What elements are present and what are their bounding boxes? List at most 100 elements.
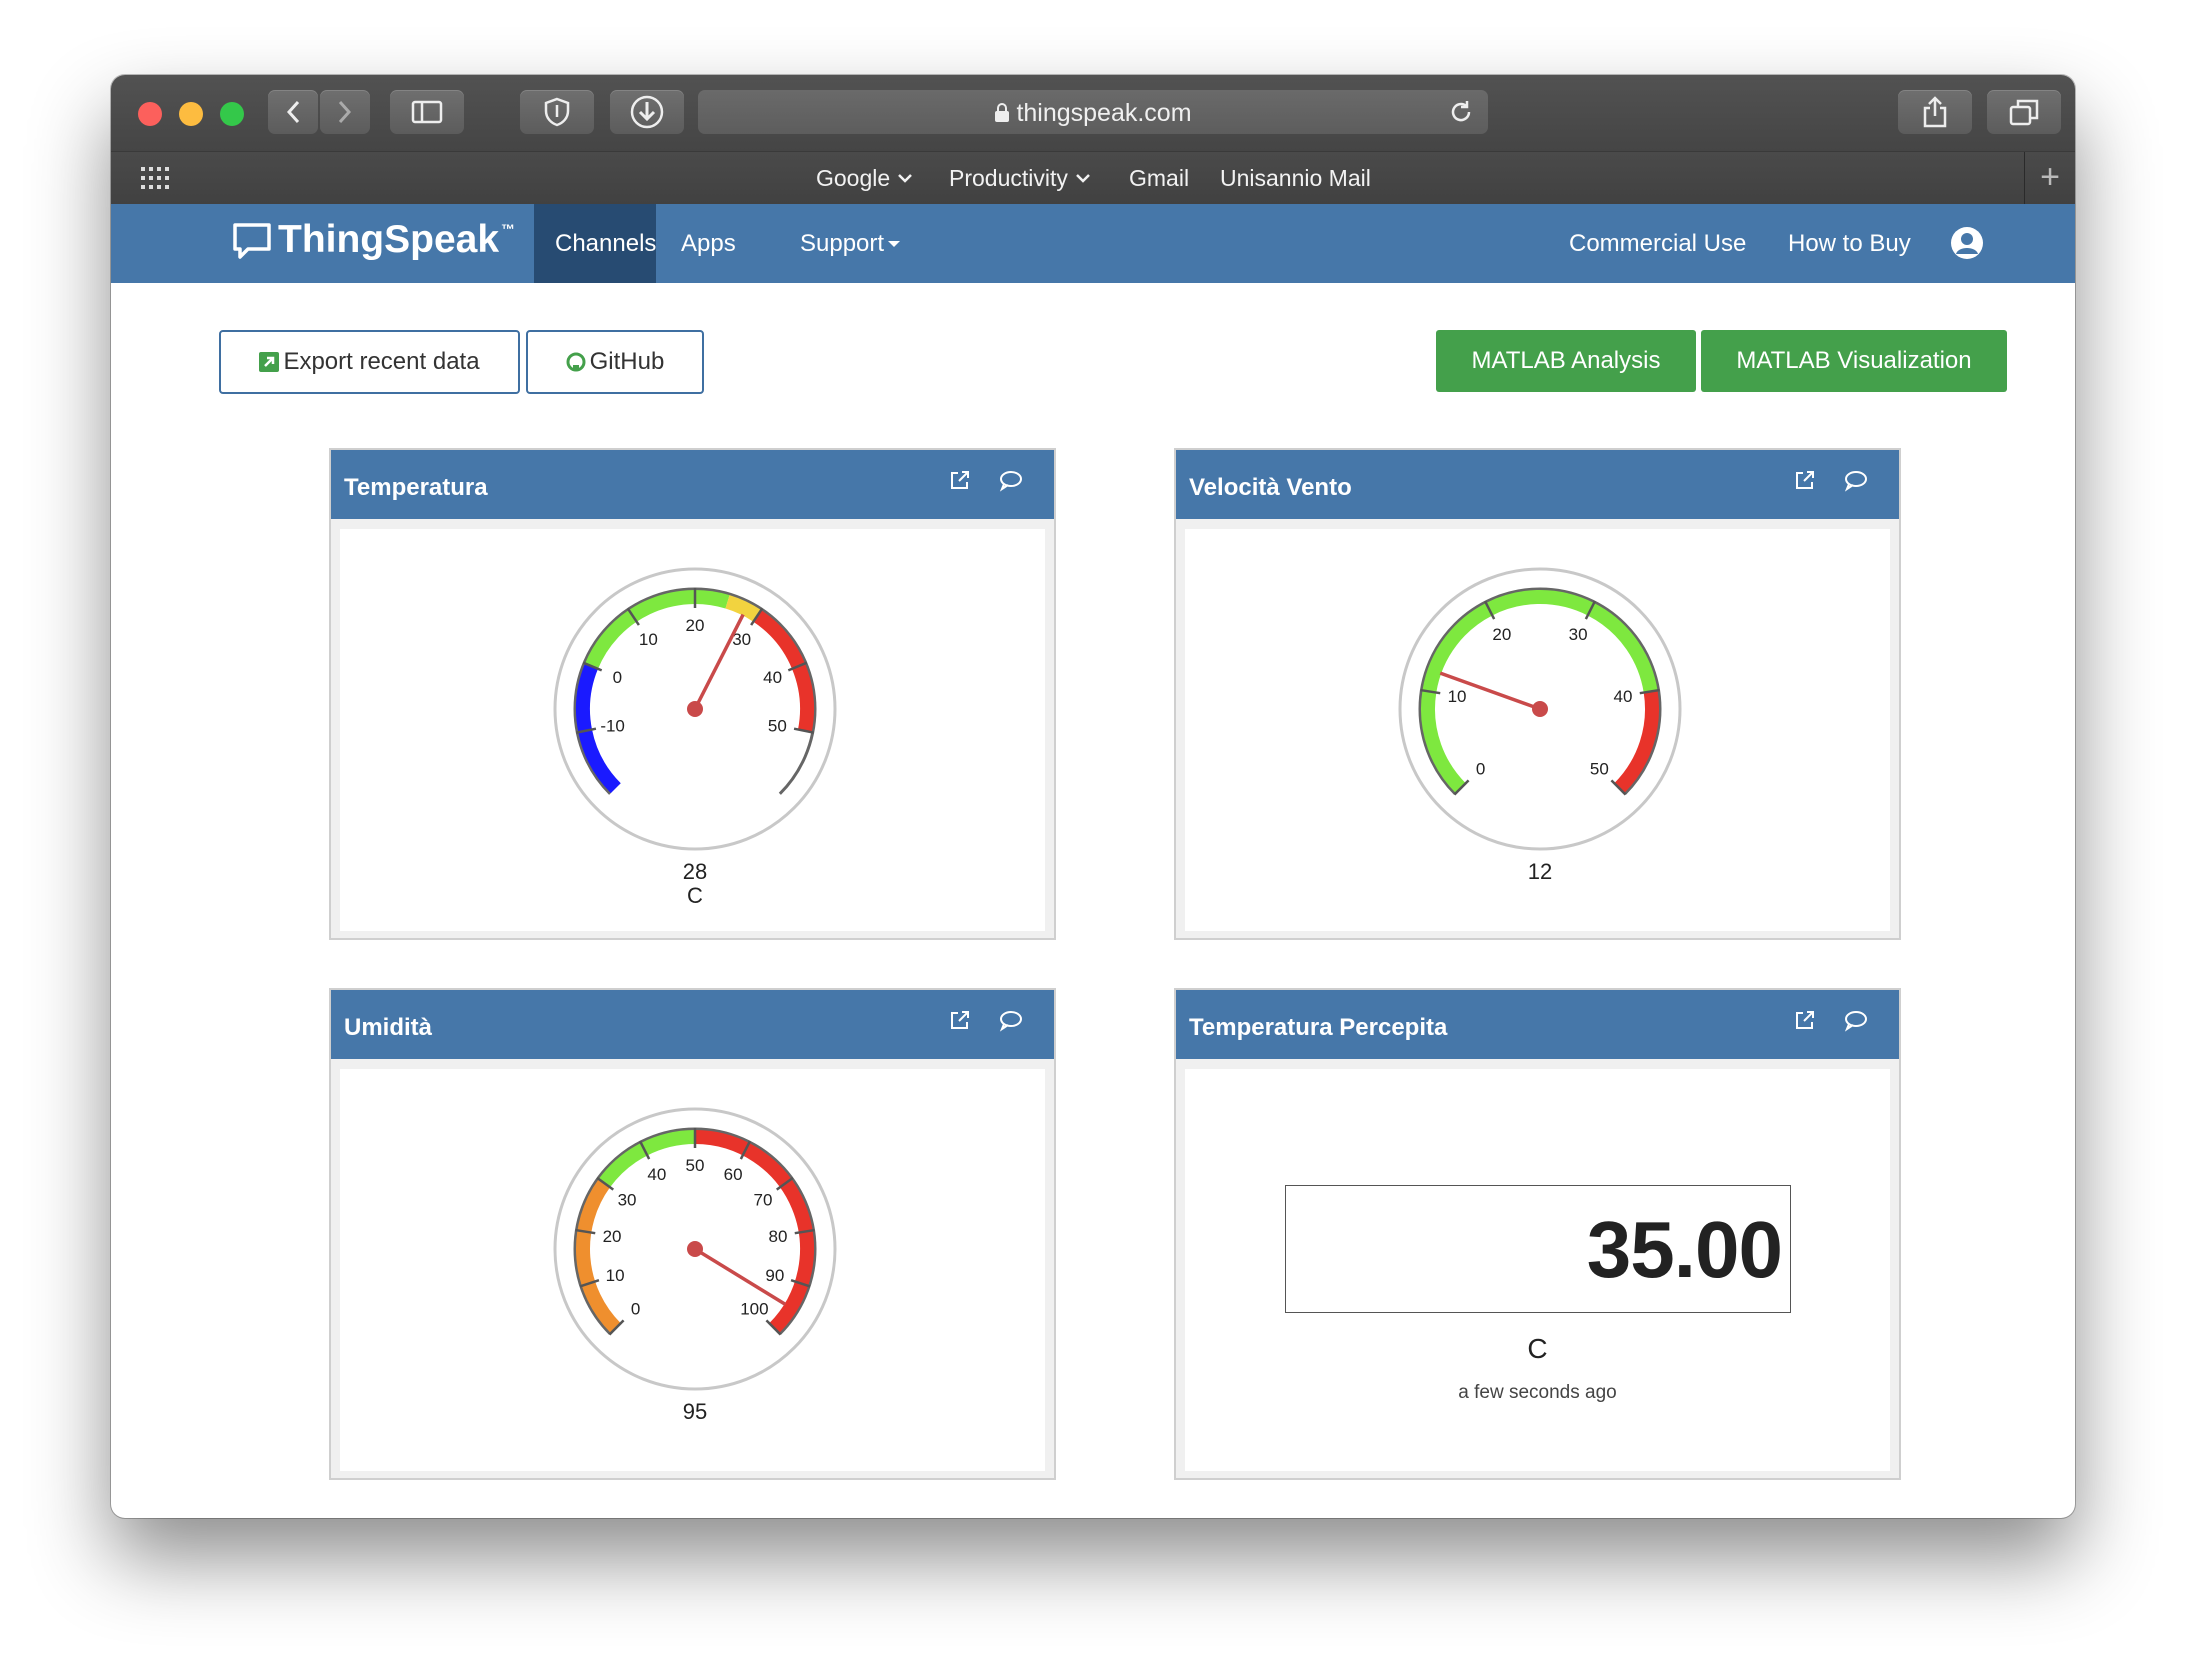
matlab-analysis-button[interactable]: MATLAB Analysis bbox=[1436, 330, 1696, 392]
share-icon bbox=[1923, 96, 1947, 128]
numeric-units: C bbox=[1527, 1333, 1548, 1364]
gauge-units: C bbox=[687, 883, 703, 908]
gauge-tick-label: 100 bbox=[740, 1299, 768, 1318]
nav-apps[interactable]: Apps bbox=[657, 204, 760, 283]
bookmark-gmail[interactable]: Gmail bbox=[1129, 165, 1189, 192]
apps-grid-icon[interactable] bbox=[141, 167, 171, 191]
shield-icon bbox=[544, 97, 570, 127]
wind-speed-gauge: 0 10 20 30 40 50 12 bbox=[1398, 567, 1682, 884]
tabs-overview-button[interactable] bbox=[1987, 90, 2061, 134]
gauge-tick bbox=[765, 1319, 782, 1336]
gauge-band bbox=[694, 1130, 814, 1334]
matlab-visualization-button[interactable]: MATLAB Visualization bbox=[1701, 330, 2007, 392]
minimize-window-button[interactable] bbox=[179, 102, 203, 126]
panel-body: 35.00 C a few seconds ago bbox=[1185, 1069, 1890, 1471]
sidebar-icon bbox=[411, 100, 443, 124]
plus-icon: + bbox=[2040, 158, 2060, 196]
browser-window: thingspeak.com Google Productivity Gmail… bbox=[111, 75, 2075, 1518]
nav-channels[interactable]: Channels bbox=[534, 204, 656, 283]
open-external-icon[interactable] bbox=[948, 1008, 972, 1032]
gauge-tick bbox=[576, 727, 597, 734]
panel-title: Temperatura Percepita bbox=[1189, 1014, 1448, 1041]
gauge-tick-label: 20 bbox=[686, 616, 705, 635]
gauge-needle bbox=[694, 1247, 787, 1306]
nav-label: Commercial Use bbox=[1569, 230, 1747, 257]
gauge-tick-label: 20 bbox=[1492, 625, 1511, 644]
nav-support[interactable]: Support bbox=[776, 204, 924, 283]
gauge-tick-label: -10 bbox=[600, 716, 625, 735]
gauge-tick bbox=[1639, 688, 1660, 695]
gauge-band bbox=[1614, 690, 1659, 794]
gauge-tick bbox=[790, 1279, 811, 1288]
open-external-icon[interactable] bbox=[1793, 1008, 1817, 1032]
widget-panel: Temperatura Percepita 35.00 C a few seco… bbox=[1174, 988, 1901, 1480]
gauge-tick-label: 50 bbox=[686, 1156, 705, 1175]
panel-header: Temperatura Percepita bbox=[1176, 990, 1899, 1059]
site-navbar: ThingSpeak ™ Channels Apps Support Commer… bbox=[111, 204, 2075, 283]
gauge-tick-label: 40 bbox=[647, 1165, 666, 1184]
trademark: ™ bbox=[501, 221, 516, 237]
downloads-button[interactable] bbox=[610, 90, 684, 134]
close-window-button[interactable] bbox=[138, 102, 162, 126]
nav-commercial-use[interactable]: Commercial Use bbox=[1545, 204, 1770, 283]
github-button[interactable]: GitHub bbox=[526, 330, 704, 394]
gauge-tick bbox=[794, 1228, 815, 1235]
bookmark-label: Gmail bbox=[1129, 165, 1190, 191]
gauge-tick bbox=[775, 1176, 794, 1191]
comment-icon[interactable] bbox=[1843, 1008, 1869, 1032]
gauge-tick bbox=[1483, 600, 1496, 620]
gauge-tick-label: 80 bbox=[769, 1227, 788, 1246]
chevron-right-icon bbox=[338, 100, 352, 124]
gauge-tick-label: 30 bbox=[732, 630, 751, 649]
gauge-hub bbox=[687, 1241, 703, 1257]
share-button[interactable] bbox=[1898, 90, 1972, 134]
gauge-tick-label: 10 bbox=[606, 1266, 625, 1285]
sidebar-toggle-button[interactable] bbox=[390, 90, 464, 134]
gauge-tick bbox=[596, 1176, 615, 1191]
nav-how-to-buy[interactable]: How to Buy bbox=[1764, 204, 1935, 283]
external-link-green-icon bbox=[259, 352, 280, 372]
gauge-tick-label: 70 bbox=[753, 1191, 772, 1210]
gauge-tick-label: 20 bbox=[603, 1227, 622, 1246]
address-bar[interactable]: thingspeak.com bbox=[698, 90, 1488, 134]
temperature-gauge: -10 0 10 20 30 40 50 28C bbox=[553, 567, 837, 908]
url-text: thingspeak.com bbox=[1016, 99, 1192, 127]
gauge-band bbox=[585, 590, 730, 669]
bookmark-label: Unisannio Mail bbox=[1220, 165, 1371, 191]
bookmark-label: Google bbox=[816, 165, 891, 191]
panel-title: Velocità Vento bbox=[1189, 474, 1352, 501]
export-recent-data-button[interactable]: Export recent data bbox=[219, 330, 520, 394]
gauge-tick-label: 90 bbox=[765, 1266, 784, 1285]
panel-body: 0 10 20 30 40 50 12 bbox=[1185, 529, 1890, 931]
back-button[interactable] bbox=[268, 90, 318, 134]
gauge-tick-label: 40 bbox=[1614, 687, 1633, 706]
chevron-left-icon bbox=[286, 100, 300, 124]
reload-icon[interactable] bbox=[1448, 99, 1474, 125]
gauge-needle bbox=[1439, 671, 1541, 711]
bookmarks-bar: Google Productivity Gmail Unisannio Mail… bbox=[111, 151, 2075, 205]
new-tab-button[interactable]: + bbox=[2024, 152, 2075, 204]
nav-label: Apps bbox=[681, 230, 736, 257]
bookmark-productivity[interactable]: Productivity bbox=[949, 165, 1090, 192]
zoom-window-button[interactable] bbox=[220, 102, 244, 126]
user-avatar-icon[interactable] bbox=[1949, 225, 1985, 261]
widget-panel: Temperatura -10 0 10 20 30 40 50 28 C bbox=[329, 448, 1056, 940]
forward-button[interactable] bbox=[320, 90, 370, 134]
gauge-tick-label: 40 bbox=[763, 668, 782, 687]
nav-label: How to Buy bbox=[1788, 230, 1911, 257]
open-external-icon[interactable] bbox=[1793, 468, 1817, 492]
gauge-tick bbox=[793, 727, 814, 734]
gauge-tick-label: 0 bbox=[613, 668, 622, 687]
privacy-shield-button[interactable] bbox=[520, 90, 594, 134]
comment-icon[interactable] bbox=[998, 468, 1024, 492]
open-external-icon[interactable] bbox=[948, 468, 972, 492]
bookmark-google[interactable]: Google bbox=[816, 165, 913, 192]
gauge-tick bbox=[1420, 688, 1441, 695]
comment-icon[interactable] bbox=[1843, 468, 1869, 492]
gauge-tick-label: 30 bbox=[1569, 625, 1588, 644]
thingspeak-logo[interactable]: ThingSpeak ™ bbox=[232, 218, 515, 262]
github-icon bbox=[566, 352, 586, 372]
comment-icon[interactable] bbox=[998, 1008, 1024, 1032]
bookmark-unisannio-mail[interactable]: Unisannio Mail bbox=[1220, 165, 1371, 192]
gauge-tick bbox=[739, 1140, 752, 1160]
